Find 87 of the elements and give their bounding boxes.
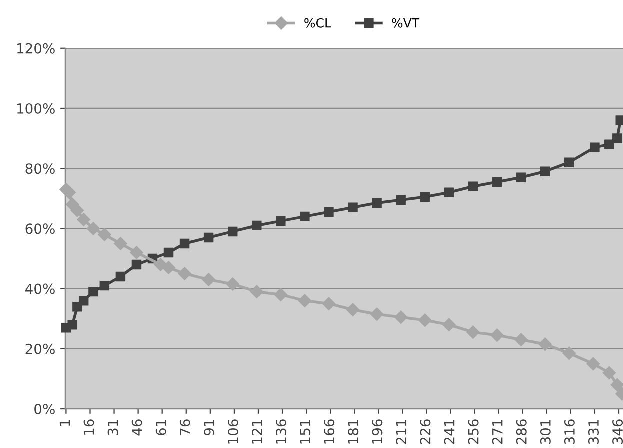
point <box>372 198 382 208</box>
point <box>610 378 623 392</box>
point <box>298 294 312 308</box>
point <box>586 357 600 371</box>
point <box>612 134 622 144</box>
point <box>602 366 616 380</box>
y-tick-label: 60% <box>26 224 55 234</box>
point <box>300 212 310 222</box>
x-tick-label: 211 <box>396 420 407 444</box>
point <box>604 140 614 150</box>
point <box>252 220 262 231</box>
point <box>370 308 384 321</box>
point <box>202 273 216 286</box>
point <box>226 278 240 291</box>
point <box>68 320 78 330</box>
y-tick-label: 80% <box>26 164 55 174</box>
x-tick-label: 76 <box>180 420 190 436</box>
x-tick-label: 46 <box>132 420 142 436</box>
point <box>540 166 550 176</box>
point <box>98 228 112 242</box>
point <box>162 261 176 274</box>
point <box>590 142 600 152</box>
point <box>164 248 174 258</box>
x-tick-label: 286 <box>516 420 527 444</box>
x-tick-label: 241 <box>444 420 455 444</box>
y-tick-label: 40% <box>26 284 55 294</box>
point <box>78 296 89 306</box>
y-tick-label: 20% <box>26 344 55 354</box>
x-tick-label: 31 <box>108 420 118 436</box>
point <box>396 195 406 206</box>
point <box>88 286 98 297</box>
x-tick-label: 121 <box>252 420 262 444</box>
y-tick-label: 0% <box>34 404 55 414</box>
x-tick-label: 136 <box>276 420 287 444</box>
point <box>180 238 190 249</box>
point <box>130 246 144 260</box>
point <box>276 216 286 226</box>
x-tick-label: 226 <box>420 420 431 444</box>
x-tick-label: 16 <box>84 420 94 435</box>
point <box>70 204 84 218</box>
x-tick-label: 91 <box>204 420 214 436</box>
point <box>514 333 528 346</box>
point <box>116 272 126 282</box>
point <box>444 188 454 198</box>
point <box>564 158 574 168</box>
point <box>86 222 100 236</box>
point <box>114 237 128 250</box>
x-tick-label: 151 <box>300 420 311 444</box>
point <box>274 288 288 302</box>
point <box>538 338 552 351</box>
x-tick-label: 301 <box>540 420 551 444</box>
x-tick-label: 316 <box>564 420 575 444</box>
x-tick-label: 271 <box>492 420 503 444</box>
point <box>346 303 360 316</box>
x-tick-label: 346 <box>612 420 623 444</box>
point <box>516 172 526 182</box>
point <box>204 232 214 243</box>
x-tick-label: 1 <box>60 420 70 426</box>
point <box>324 207 334 218</box>
legend-label: %VT <box>392 18 420 28</box>
point <box>492 177 502 187</box>
point <box>394 310 408 324</box>
point <box>562 346 576 360</box>
point <box>77 213 90 226</box>
point <box>490 328 504 342</box>
legend-label: %CL <box>304 18 332 28</box>
x-tick-label: 106 <box>228 420 238 444</box>
point <box>132 260 142 270</box>
x-tick-label: 196 <box>372 420 383 444</box>
x-tick-label: 181 <box>348 420 359 444</box>
point <box>228 226 238 237</box>
point <box>466 326 480 339</box>
y-tick-label: 100% <box>18 103 55 114</box>
point <box>322 297 336 310</box>
x-tick-label: 166 <box>324 420 335 444</box>
y-tick-label: 120% <box>18 43 55 54</box>
x-tick-label: 331 <box>588 420 599 444</box>
point <box>418 314 432 327</box>
x-tick-label: 61 <box>156 420 166 436</box>
point <box>178 267 192 280</box>
point <box>420 192 430 202</box>
x-tick-label: 256 <box>468 420 479 444</box>
point <box>250 285 264 298</box>
point <box>442 318 456 332</box>
point <box>468 182 478 192</box>
point <box>348 202 358 213</box>
point <box>100 280 110 291</box>
